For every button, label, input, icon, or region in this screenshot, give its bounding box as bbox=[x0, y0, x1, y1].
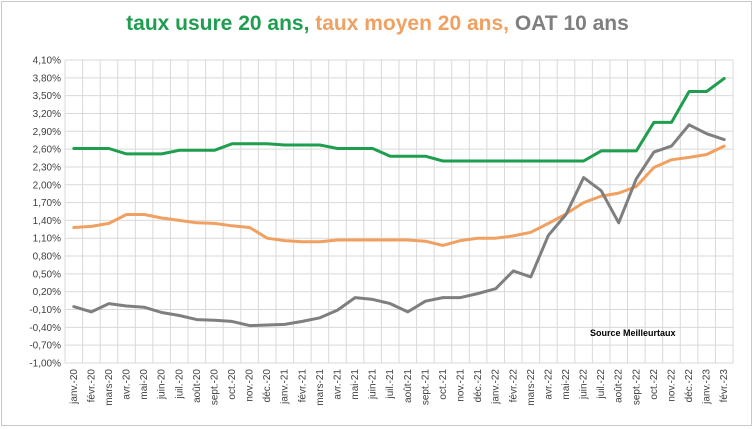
x-tick-label: févr.-21 bbox=[297, 369, 308, 403]
x-tick-label: févr.-20 bbox=[86, 369, 97, 403]
y-tick-label: 0,50% bbox=[33, 269, 61, 280]
y-tick-label: 1,10% bbox=[33, 234, 61, 245]
x-tick-label: janv.-23 bbox=[702, 369, 713, 405]
x-tick-label: avr.-22 bbox=[543, 369, 554, 400]
y-tick-label: 2,30% bbox=[33, 162, 61, 173]
x-tick-label: août-21 bbox=[403, 369, 414, 403]
y-tick-label: 3,80% bbox=[33, 73, 61, 84]
y-tick-label: 2,90% bbox=[33, 127, 61, 138]
x-tick-label: oct.-20 bbox=[227, 369, 238, 400]
y-tick-label: 1,70% bbox=[33, 198, 61, 209]
y-tick-label: 2,60% bbox=[33, 145, 61, 156]
series-line-1 bbox=[72, 144, 726, 247]
source-note: Source Meilleurtaux bbox=[590, 328, 676, 338]
x-tick-label: déc.-22 bbox=[684, 369, 695, 403]
y-tick-label: -0,40% bbox=[29, 323, 61, 334]
y-tick-label: -1,00% bbox=[29, 359, 61, 370]
title-moyen: taux moyen 20 ans, bbox=[309, 12, 509, 35]
x-tick-label: sept.-20 bbox=[209, 369, 220, 406]
y-tick-label: 1,40% bbox=[33, 216, 61, 227]
x-tick-label: janv.-20 bbox=[69, 369, 80, 405]
y-tick-label: 0,80% bbox=[33, 252, 61, 263]
x-tick-label: mai-20 bbox=[139, 369, 150, 400]
x-tick-label: nov.-22 bbox=[666, 369, 677, 402]
x-tick-label: mars-22 bbox=[526, 369, 537, 406]
x-tick-label: févr.-22 bbox=[508, 369, 519, 403]
y-tick-label: -0,10% bbox=[29, 305, 61, 316]
y-tick-label: 3,20% bbox=[33, 109, 61, 120]
x-tick-label: sept.-21 bbox=[420, 369, 431, 406]
x-tick-label: juil.-21 bbox=[385, 369, 396, 400]
x-tick-label: nov.-21 bbox=[456, 369, 467, 402]
gridlines bbox=[64, 59, 734, 364]
y-tick-label: 0,20% bbox=[33, 287, 61, 298]
x-tick-label: juil.-20 bbox=[174, 369, 185, 400]
x-tick-label: mars-20 bbox=[104, 369, 115, 406]
x-tick-label: mai-21 bbox=[350, 369, 361, 400]
x-tick-label: déc.-20 bbox=[262, 369, 273, 403]
x-tick-label: janv.-22 bbox=[491, 369, 502, 405]
series-lines bbox=[72, 76, 726, 328]
x-tick-label: août-22 bbox=[614, 369, 625, 403]
title-oat: OAT 10 ans bbox=[509, 12, 629, 35]
x-tick-label: déc.-21 bbox=[473, 369, 484, 403]
x-tick-label: oct.-21 bbox=[438, 369, 449, 400]
x-tick-label: janv.-21 bbox=[280, 369, 291, 405]
x-tick-label: oct.-22 bbox=[649, 369, 660, 400]
x-tick-label: juin-21 bbox=[368, 369, 379, 400]
y-tick-label: 2,00% bbox=[33, 180, 61, 191]
x-tick-label: févr.-23 bbox=[719, 369, 730, 403]
chart-title: taux usure 20 ans, taux moyen 20 ans, OA… bbox=[0, 12, 755, 36]
y-tick-label: -0,70% bbox=[29, 341, 61, 352]
x-tick-label: juin-20 bbox=[157, 369, 168, 400]
x-tick-label: juin-22 bbox=[579, 369, 590, 400]
y-tick-label: 3,50% bbox=[33, 91, 61, 102]
x-tick-label: avr.-20 bbox=[122, 369, 133, 400]
x-tick-label: août-20 bbox=[192, 369, 203, 403]
y-axis-ticks: 4,10% 3,80% 3,50% 3,20% 2,90% 2,60% 2,30% 2,00%… bbox=[29, 56, 61, 370]
x-tick-label: mai-22 bbox=[561, 369, 572, 400]
x-tick-label: juil.-22 bbox=[596, 369, 607, 400]
series-line-2 bbox=[72, 123, 726, 328]
x-tick-label: nov.-20 bbox=[245, 369, 256, 402]
series-line-0 bbox=[72, 76, 726, 163]
x-tick-label: mars-21 bbox=[315, 369, 326, 406]
x-tick-label: avr.-21 bbox=[332, 369, 343, 400]
x-tick-label: sept.-22 bbox=[631, 369, 642, 406]
title-usure: taux usure 20 ans, bbox=[126, 12, 310, 35]
x-axis-ticks: janv.-20 févr.-20 mars-20 avr.-20 mai-20 juin… bbox=[69, 369, 730, 406]
y-tick-label: 4,10% bbox=[33, 56, 61, 67]
